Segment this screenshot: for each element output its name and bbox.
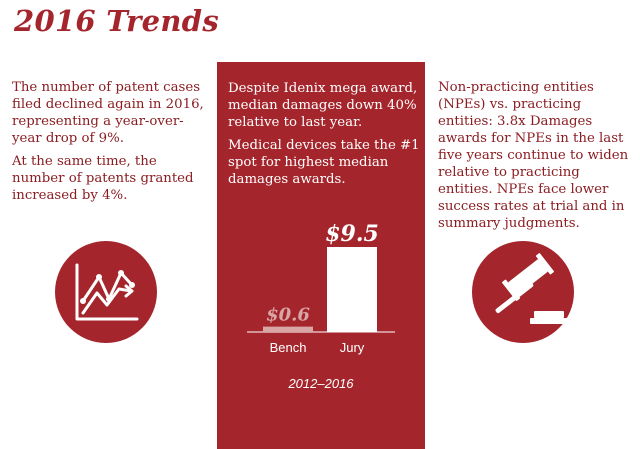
gavel-circle [472,241,574,343]
trend-chart-icon [75,263,139,321]
page-title: 2016 Trends [14,4,219,38]
left-paragraph-1: The number of patent cases filed decline… [12,80,204,146]
chart-caption: 2012–2016 [287,376,354,391]
value-label-jury: $9.5 [325,221,379,247]
bar-bench [263,326,313,332]
left-paragraph-2: At the same time, the number of patents … [12,154,194,203]
median-damages-chart: $0.6 Bench $9.5 Jury 2012–2016 [247,221,395,391]
trend-circle [55,241,157,343]
left-column: The number of patent cases filed decline… [12,79,210,210]
category-label-jury: Jury [340,340,365,355]
center-column: Despite Idenix mega award, median damage… [228,80,420,194]
center-paragraph-1: Despite Idenix mega award, median damage… [228,81,418,130]
value-label-bench: $0.6 [266,305,310,326]
center-paragraph-2: Medical devices take the #1 spot for hig… [228,138,420,187]
bar-jury [327,247,377,332]
right-paragraph-1: Non-practicing entities (NPEs) vs. pract… [438,80,629,231]
category-label-bench: Bench [270,340,307,355]
center-panel [217,62,425,449]
right-column: Non-practicing entities (NPEs) vs. pract… [438,79,632,238]
gavel-icon [495,253,568,324]
